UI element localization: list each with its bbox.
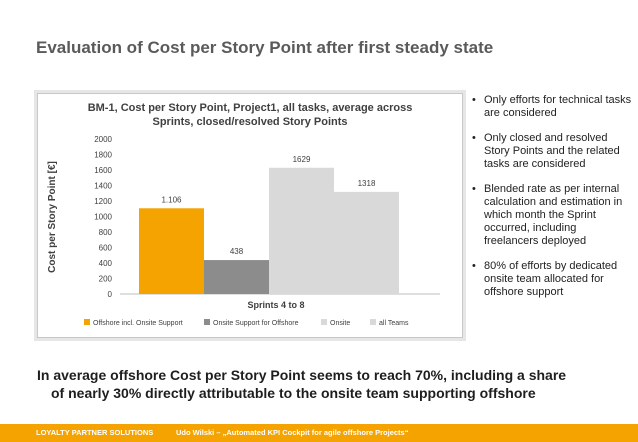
y-tick-label: 1600	[94, 166, 112, 175]
legend-swatch	[204, 319, 210, 325]
bar-value-label: 1.106	[161, 195, 182, 204]
bar	[204, 260, 269, 294]
footer-presentation: Udo Wilski – „Automated KPI Cockpit for …	[176, 428, 409, 437]
note-item: 80% of efforts by dedicated onsite team …	[472, 260, 632, 299]
note-item: Only efforts for technical tasks are con…	[472, 94, 632, 120]
chart-panel: BM-1, Cost per Story Point, Project1, al…	[37, 93, 463, 338]
note-item: Blended rate as per internal calculation…	[472, 183, 632, 248]
legend-swatch	[321, 319, 327, 325]
y-tick-label: 800	[99, 228, 113, 237]
legend-label: all Teams	[379, 320, 409, 327]
legend-swatch	[370, 319, 376, 325]
y-tick-label: 2000	[94, 135, 112, 144]
y-axis-label: Cost per Story Point [€]	[47, 161, 58, 273]
bar-value-label: 438	[230, 247, 244, 256]
legend-label: Onsite Support for Offshore	[213, 320, 299, 327]
bar-value-label: 1629	[293, 155, 311, 164]
bar-chart: BM-1, Cost per Story Point, Project1, al…	[47, 102, 440, 327]
y-tick-label: 1800	[94, 151, 112, 160]
chart-title-line1: BM-1, Cost per Story Point, Project1, al…	[88, 102, 413, 114]
slide-title: Evaluation of Cost per Story Point after…	[36, 38, 494, 57]
y-tick-label: 200	[99, 275, 113, 284]
bar	[334, 191, 399, 294]
y-tick-label: 0	[108, 290, 113, 299]
note-item: Only closed and resolved Story Points an…	[472, 132, 632, 171]
summary-line-1: In average offshore Cost per Story Point…	[37, 367, 567, 383]
y-tick-label: 1200	[94, 197, 112, 206]
summary-text: In average offshore Cost per Story Point…	[37, 366, 627, 402]
y-tick-label: 400	[99, 259, 113, 268]
footer-bar: LOYALTY PARTNER SOLUTIONS Udo Wilski – „…	[0, 424, 638, 442]
footer-company: LOYALTY PARTNER SOLUTIONS	[36, 428, 154, 437]
bar	[139, 208, 204, 294]
notes-list: Only efforts for technical tasks are con…	[472, 94, 632, 311]
x-axis-label: Sprints 4 to 8	[247, 300, 304, 310]
bar-value-label: 1318	[358, 179, 376, 188]
legend-swatch	[84, 319, 90, 325]
legend-label: Onsite	[330, 320, 350, 327]
bar	[269, 167, 334, 294]
y-tick-label: 1000	[94, 213, 112, 222]
chart-title-line2: Sprints, closed/resolved Story Points	[153, 116, 348, 128]
y-tick-label: 1400	[94, 182, 112, 191]
summary-line-2: of nearly 30% directly attributable to t…	[51, 385, 536, 401]
y-tick-label: 600	[99, 244, 113, 253]
legend-label: Offshore incl. Onsite Support	[93, 320, 183, 327]
